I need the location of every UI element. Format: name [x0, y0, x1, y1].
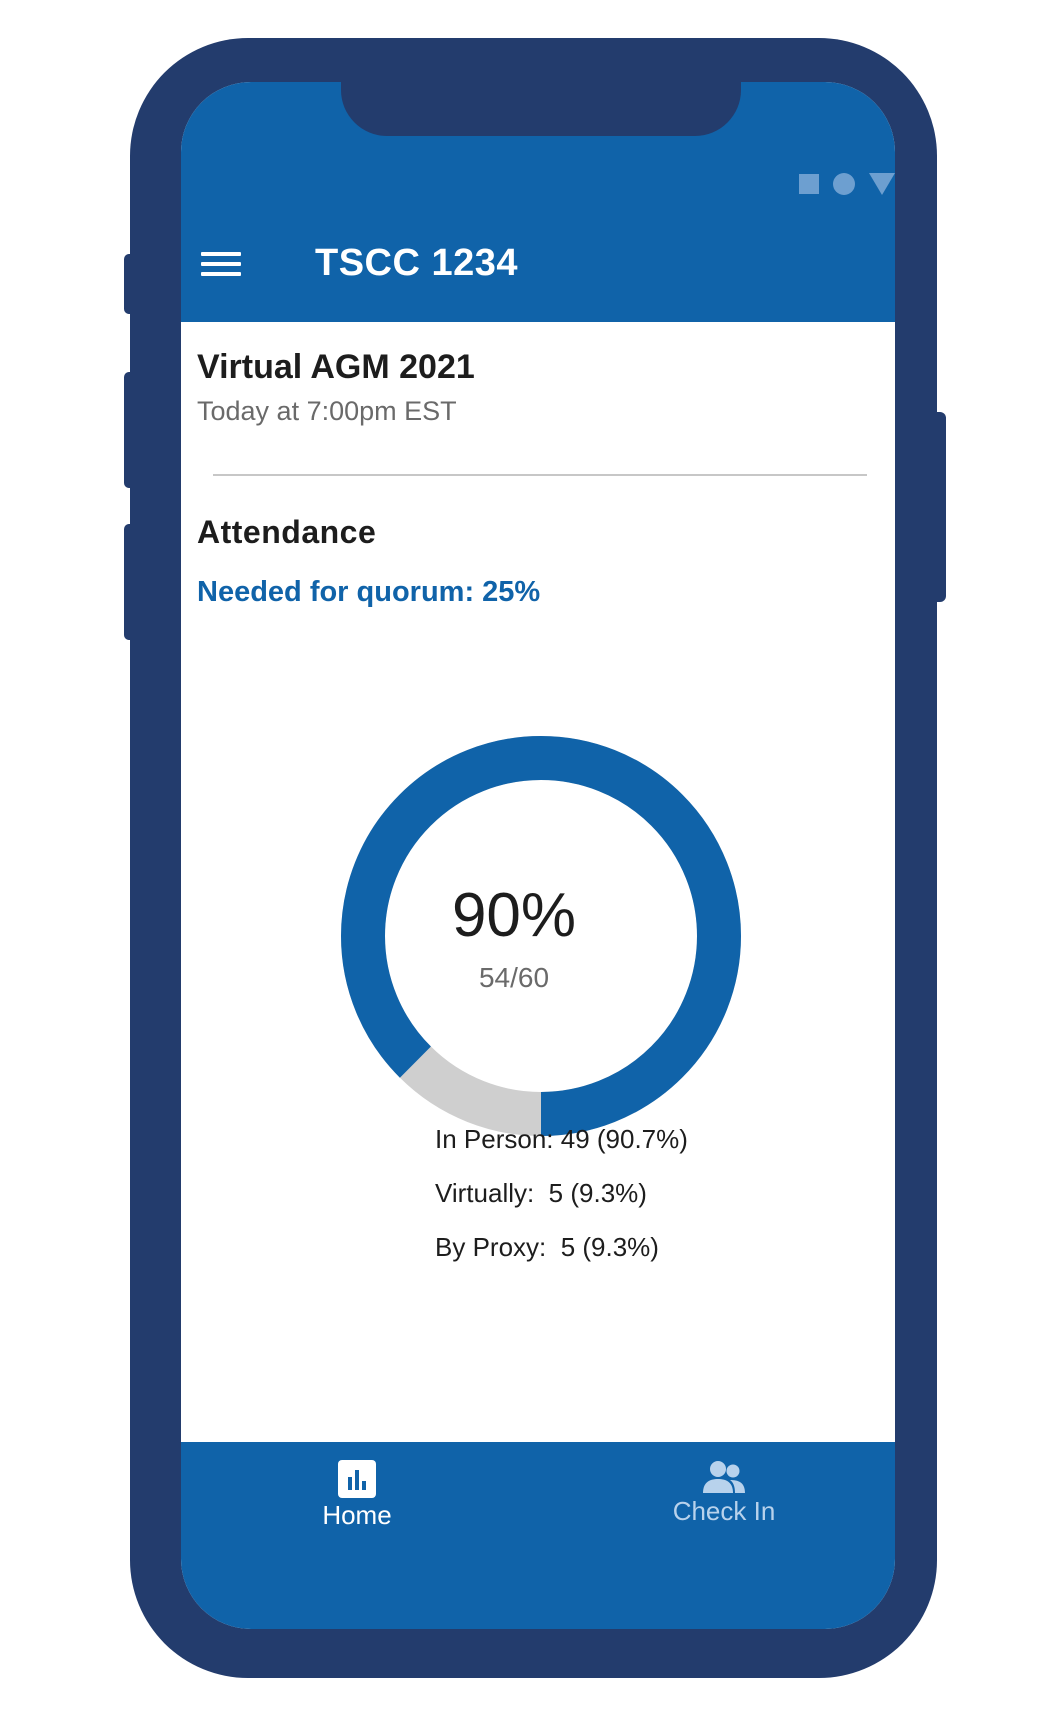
phone-side-button	[124, 254, 138, 314]
phone-notch	[341, 82, 741, 136]
attendance-percent: 90%	[451, 881, 577, 950]
volume-up-button	[124, 372, 138, 488]
app-title: TSCC 1234	[315, 242, 519, 284]
divider	[213, 474, 867, 476]
in-person-count: In Person: 49 (90.7%)	[435, 1124, 688, 1154]
bar-chart-icon	[338, 1460, 376, 1498]
status-bar	[799, 170, 895, 198]
triangle-icon	[869, 173, 895, 195]
attendance-fraction: 54/60	[478, 962, 550, 993]
square-icon	[799, 174, 819, 194]
quorum-requirement: Needed for quorum: 25%	[197, 576, 541, 608]
circle-icon	[833, 173, 855, 195]
attendance-heading: Attendance	[197, 514, 377, 550]
nav-checkin-label: Check In	[672, 1496, 776, 1526]
phone-screen: TSCC 1234 Virtual AGM 2021 Today at 7:00…	[181, 82, 895, 1629]
donut-fill	[341, 736, 741, 1136]
nav-home-tab[interactable]: Home	[247, 1460, 467, 1531]
power-button	[930, 412, 946, 602]
virtual-count: Virtually: 5 (9.3%)	[435, 1178, 647, 1208]
proxy-count: By Proxy: 5 (9.3%)	[435, 1232, 659, 1262]
volume-down-button	[124, 524, 138, 640]
nav-home-label: Home	[322, 1500, 392, 1530]
bottom-navigation: Home Check In	[181, 1442, 895, 1629]
event-time: Today at 7:00pm EST	[197, 396, 457, 426]
attendance-donut-chart	[341, 736, 741, 1136]
people-icon	[703, 1461, 745, 1493]
nav-checkin-tab[interactable]: Check In	[614, 1460, 834, 1527]
event-title: Virtual AGM 2021	[197, 348, 475, 386]
hamburger-menu-icon[interactable]	[201, 250, 241, 278]
